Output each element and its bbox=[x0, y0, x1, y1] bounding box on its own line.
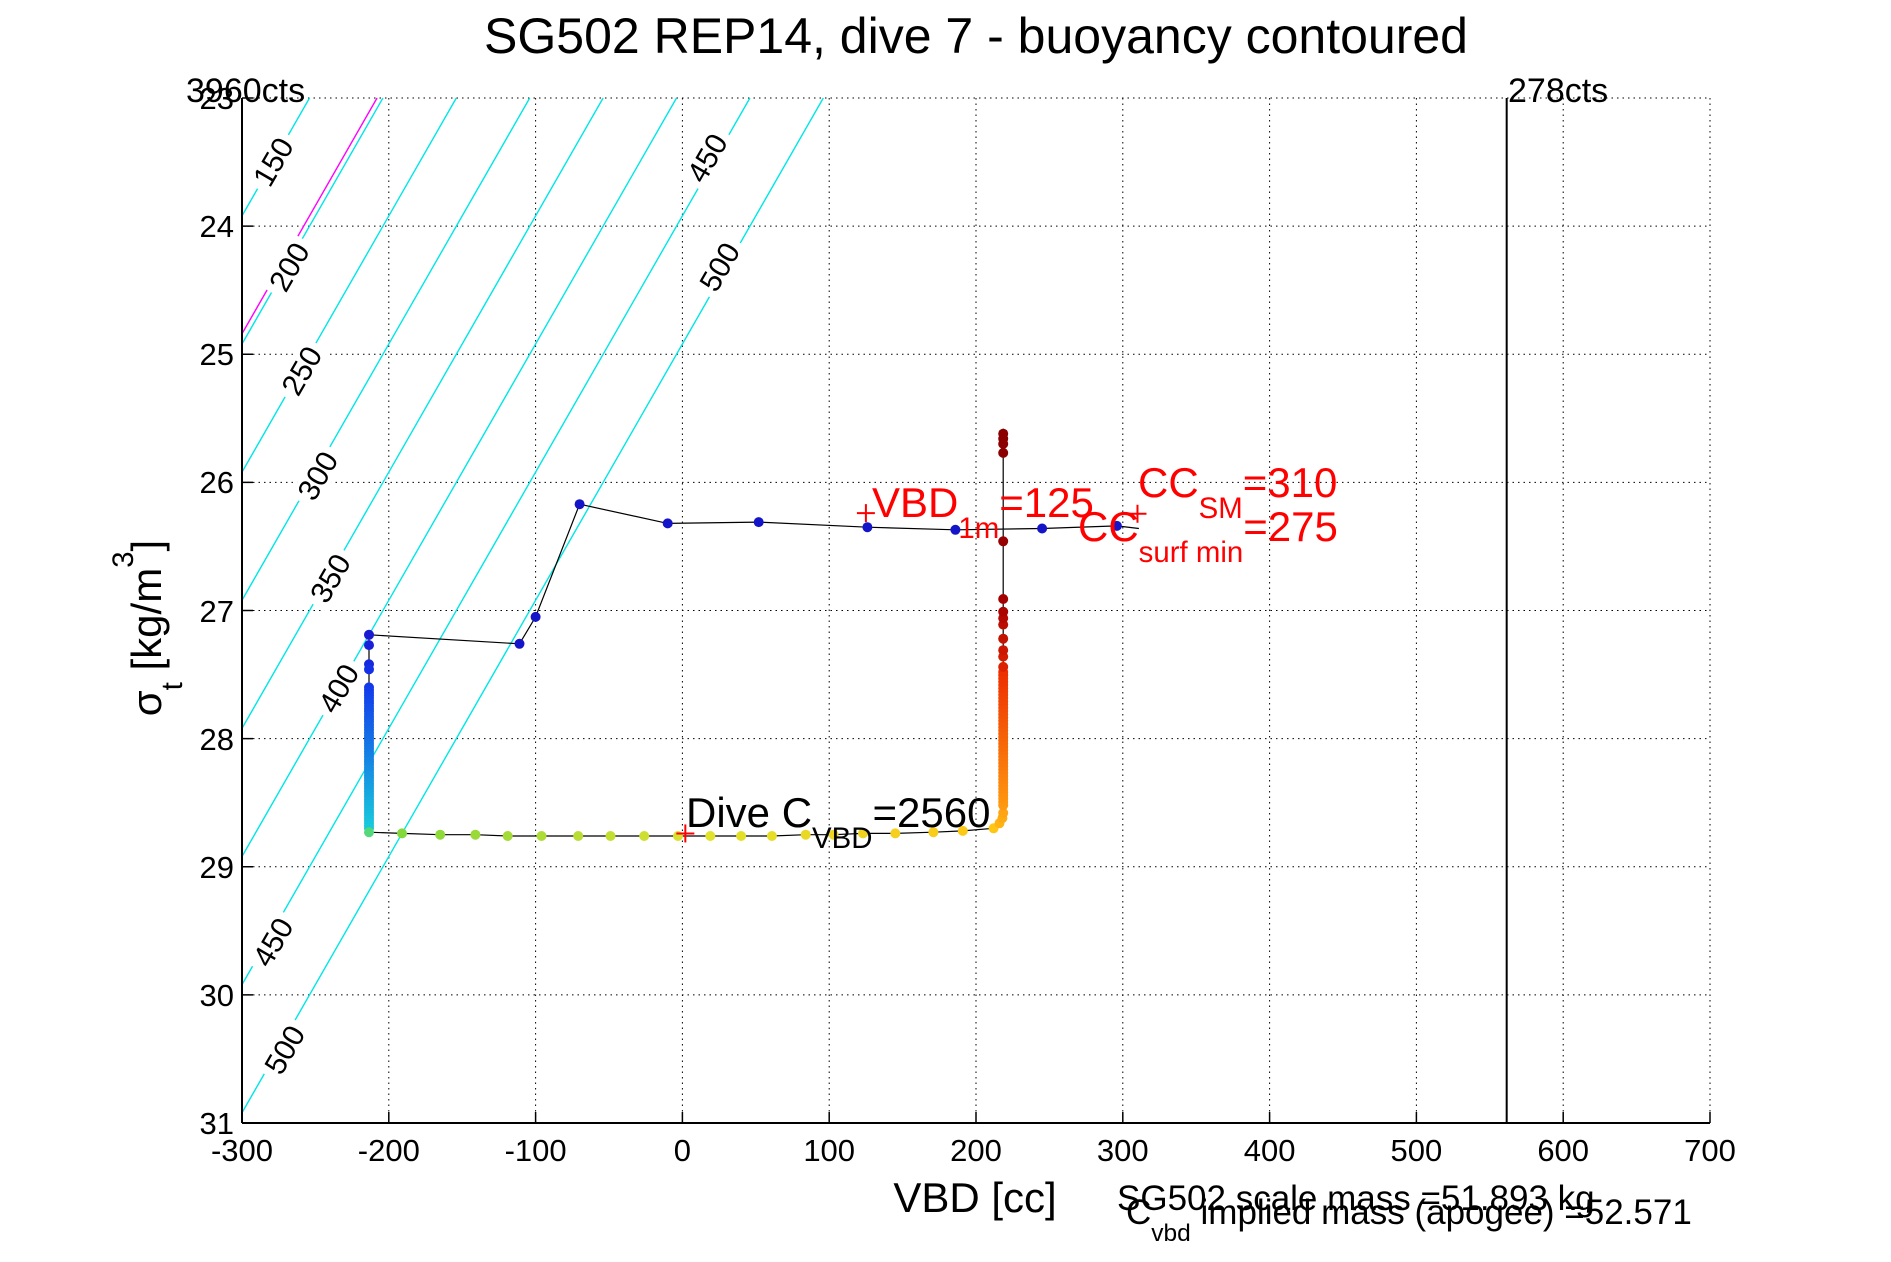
data-point bbox=[605, 831, 616, 841]
y-tick-label: 27 bbox=[199, 593, 234, 629]
y-tick-label: 28 bbox=[199, 721, 234, 757]
data-point bbox=[998, 594, 1009, 604]
data-point bbox=[470, 829, 481, 840]
x-tick-label: 100 bbox=[803, 1133, 856, 1168]
data-point bbox=[736, 831, 747, 841]
data-point bbox=[364, 629, 374, 640]
data-point bbox=[858, 828, 868, 839]
counts-label-left: 3960cts bbox=[186, 72, 306, 110]
y-tick-label: 25 bbox=[199, 337, 234, 373]
contour-label-250: 250 bbox=[273, 336, 331, 406]
data-point bbox=[890, 828, 901, 839]
data-point bbox=[998, 645, 1009, 656]
data-point bbox=[639, 831, 650, 841]
data-point bbox=[1037, 523, 1048, 534]
data-point bbox=[862, 522, 873, 533]
contour-label-400: 400 bbox=[310, 654, 368, 724]
data-point bbox=[998, 447, 1009, 458]
data-point bbox=[705, 831, 716, 841]
data-point bbox=[530, 611, 541, 622]
annotation-vbd-1m: VBD1m=125 bbox=[872, 479, 1094, 545]
x-tick-label: 300 bbox=[1096, 1133, 1149, 1168]
data-point bbox=[998, 606, 1009, 617]
data-point bbox=[573, 831, 584, 841]
y-tick-label: 30 bbox=[199, 977, 234, 1013]
data-point bbox=[753, 517, 764, 528]
counts-label-right: 278cts bbox=[1508, 72, 1609, 110]
annotation-cc-surf-min: CCsurf min=275 bbox=[1078, 503, 1338, 569]
x-tick-label: 700 bbox=[1684, 1133, 1736, 1168]
data-point bbox=[957, 825, 968, 836]
scale-mass-text: SG502 scale mass =51.893 kg bbox=[1117, 1179, 1595, 1218]
contour-label-150: 150 bbox=[245, 127, 303, 197]
data-point bbox=[502, 831, 513, 841]
data-point bbox=[950, 524, 961, 535]
y-tick-label: 29 bbox=[199, 849, 234, 885]
data-point bbox=[998, 536, 1009, 547]
annotation-cc-sm: CCSM=310 bbox=[1138, 459, 1338, 525]
data-point bbox=[536, 831, 547, 841]
x-tick-label: 0 bbox=[673, 1133, 692, 1168]
data-point bbox=[998, 633, 1009, 644]
contour-line-350 bbox=[241, 97, 604, 729]
contour-label-200: 200 bbox=[261, 232, 319, 302]
implied-mass-text: Cvbd implied mass (apogee) =52.571 bbox=[1126, 1193, 1692, 1248]
contour-line-300 bbox=[241, 97, 531, 601]
x-tick-label: -300 bbox=[210, 1133, 274, 1168]
contour-line-250 bbox=[241, 97, 457, 473]
contour-label-350: 350 bbox=[302, 544, 360, 613]
data-point bbox=[928, 827, 939, 838]
data-point bbox=[998, 428, 1009, 439]
contour-label-500: 500 bbox=[256, 1015, 314, 1085]
x-axis-label: VBD [cc] bbox=[893, 1174, 1057, 1221]
contour-line-450 bbox=[241, 97, 751, 985]
data-point bbox=[1111, 520, 1122, 531]
chart-title: SG502 REP14, dive 7 - buoyancy contoured bbox=[484, 8, 1468, 64]
data-point bbox=[364, 827, 374, 838]
y-tick-label: 23 bbox=[199, 81, 234, 116]
data-point bbox=[574, 499, 585, 510]
x-tick-label: 400 bbox=[1243, 1133, 1296, 1168]
data-point bbox=[828, 829, 839, 840]
data-point bbox=[435, 829, 446, 840]
data-point bbox=[766, 831, 777, 841]
y-tick-label: 26 bbox=[199, 465, 234, 501]
contour-line-magenta bbox=[241, 97, 378, 335]
contour-label-450: 450 bbox=[244, 907, 302, 977]
contour-label-300: 300 bbox=[289, 441, 347, 511]
data-point bbox=[662, 518, 673, 529]
x-tick-label: -100 bbox=[504, 1133, 567, 1168]
data-point bbox=[364, 640, 374, 651]
x-tick-label: -200 bbox=[357, 1133, 420, 1168]
y-tick-label: 24 bbox=[199, 209, 234, 245]
annotation-dive-c-vbd: Dive CVBD=2560 bbox=[686, 789, 991, 855]
data-point bbox=[800, 829, 811, 840]
contour-label-500: 500 bbox=[691, 232, 749, 302]
contour-line-200 bbox=[241, 97, 384, 345]
data-point bbox=[397, 828, 407, 839]
data-point bbox=[514, 638, 525, 649]
data-point bbox=[998, 807, 1009, 818]
y-tick-label: 31 bbox=[199, 1106, 234, 1141]
contour-line-400 bbox=[241, 97, 678, 857]
x-tick-label: 200 bbox=[950, 1133, 1002, 1168]
data-point bbox=[364, 664, 374, 675]
data-point bbox=[998, 661, 1009, 672]
x-tick-label: 600 bbox=[1537, 1133, 1590, 1168]
x-tick-label: 500 bbox=[1390, 1133, 1443, 1168]
